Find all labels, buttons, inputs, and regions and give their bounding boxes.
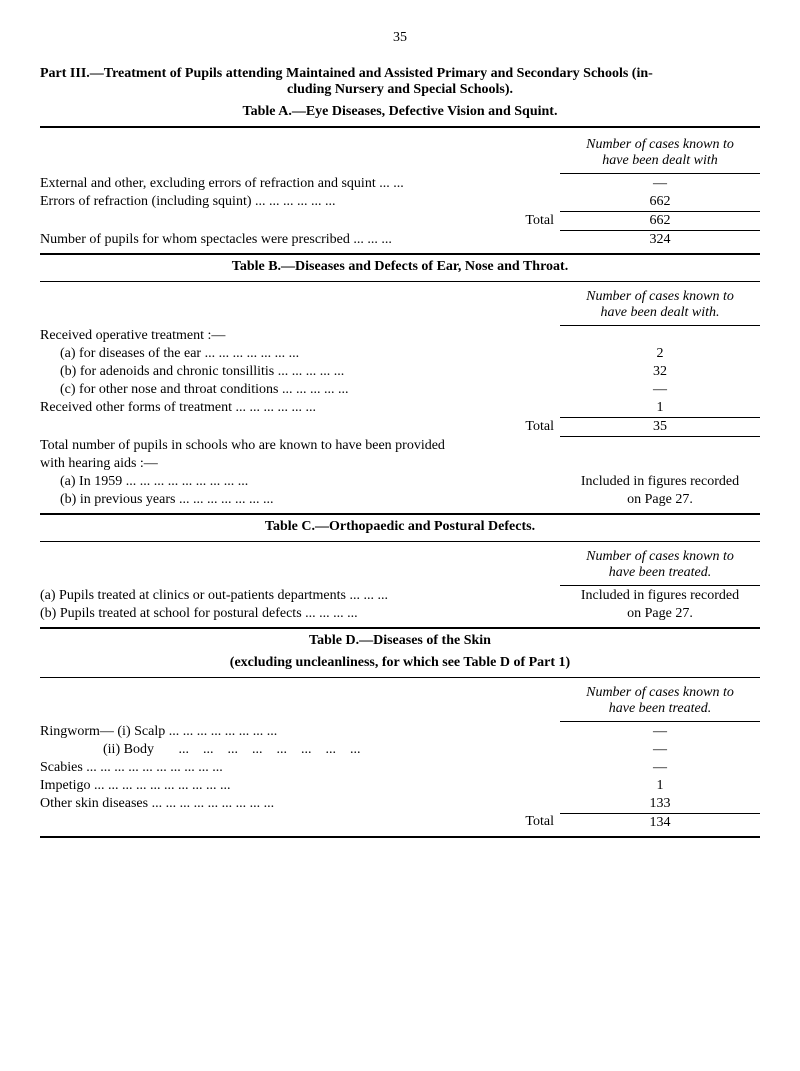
row-label: (b) Pupils treated at school for postura…	[40, 605, 560, 623]
col-head-1: Number of cases known to	[586, 549, 734, 564]
col-head: Number of cases known to have been dealt…	[560, 133, 760, 173]
col-head: Number of cases known to have been treat…	[560, 545, 760, 585]
total-value: 662	[560, 212, 760, 231]
row-label: (a) Pupils treated at clinics or out-pat…	[40, 587, 560, 605]
col-head-1: Number of cases known to	[586, 289, 734, 304]
rule	[40, 513, 760, 515]
row-label: Other skin diseases ... ... ... ... ... …	[40, 795, 560, 814]
row-label: (ii) Body ... ... ... ... ... ... ... ..…	[40, 741, 560, 759]
row-value: on Page 27.	[560, 605, 760, 623]
row-value: —	[560, 381, 760, 399]
row-label: Impetigo ... ... ... ... ... ... ... ...…	[40, 777, 560, 795]
row-value: 662	[560, 193, 760, 212]
part-heading: Part III.—Treatment of Pupils attending …	[40, 66, 760, 82]
row-value: —	[560, 741, 760, 759]
rule	[40, 627, 760, 629]
col-head-2: have been dealt with.	[601, 305, 720, 320]
row-label: External and other, excluding errors of …	[40, 175, 560, 193]
row-label: Errors of refraction (including squint) …	[40, 193, 560, 212]
table-b: Number of cases known to have been dealt…	[40, 284, 760, 509]
row-label: Total number of pupils in schools who ar…	[40, 437, 560, 455]
col-head-2: have been dealt with	[602, 153, 717, 168]
row-value: Included in figures recorded	[560, 473, 760, 491]
row-value: on Page 27.	[560, 491, 760, 509]
row-value: —	[560, 723, 760, 741]
row-label: Received other forms of treatment ... ..…	[40, 399, 560, 418]
col-head: Number of cases known to have been treat…	[560, 681, 760, 721]
total-label: Total	[40, 813, 560, 832]
rule	[40, 126, 760, 128]
row-label: Received operative treatment :—	[40, 327, 560, 345]
row-value: 324	[560, 231, 760, 250]
total-value: 35	[560, 418, 760, 437]
rule	[40, 253, 760, 255]
total-value: 134	[560, 813, 760, 832]
table-d-title1: Table D.—Diseases of the Skin	[40, 633, 760, 649]
total-label: Total	[40, 418, 560, 437]
table-b-title: Table B.—Diseases and Defects of Ear, No…	[40, 259, 760, 275]
row-value: 32	[560, 363, 760, 381]
table-a-title: Table A.—Eye Diseases, Defective Vision …	[40, 104, 760, 120]
row-value: 1	[560, 777, 760, 795]
row-label: (b) in previous years ... ... ... ... ..…	[40, 491, 560, 509]
row-label: (a) for diseases of the ear ... ... ... …	[40, 345, 560, 363]
row-label: Scabies ... ... ... ... ... ... ... ... …	[40, 759, 560, 777]
part-heading-line1: Part III.—Treatment of Pupils attending …	[40, 66, 653, 81]
col-head-1: Number of cases known to	[586, 137, 734, 152]
col-head: Number of cases known to have been dealt…	[560, 285, 760, 325]
table-d: Number of cases known to have been treat…	[40, 680, 760, 832]
row-value: 2	[560, 345, 760, 363]
row-value: Included in figures recorded	[560, 587, 760, 605]
rule	[40, 677, 760, 678]
row-value: —	[560, 175, 760, 193]
row-label: (c) for other nose and throat conditions…	[40, 381, 560, 399]
total-label: Total	[40, 212, 560, 231]
row-label: Ringworm— (i) Scalp ... ... ... ... ... …	[40, 723, 560, 741]
rule	[40, 541, 760, 542]
part-heading-line2: cluding Nursery and Special Schools).	[40, 82, 760, 98]
page-number: 35	[40, 30, 760, 46]
row-value: 133	[560, 795, 760, 814]
table-a: Number of cases known to have been dealt…	[40, 132, 760, 249]
row-value: 1	[560, 399, 760, 418]
col-head-1: Number of cases known to	[586, 685, 734, 700]
row-label: with hearing aids :—	[40, 455, 560, 473]
row-value: —	[560, 759, 760, 777]
col-head-2: have been treated.	[609, 701, 712, 716]
rule	[40, 836, 760, 838]
row-label: (b) for adenoids and chronic tonsillitis…	[40, 363, 560, 381]
rule	[40, 281, 760, 282]
row-label: (a) In 1959 ... ... ... ... ... ... ... …	[40, 473, 560, 491]
table-c: Number of cases known to have been treat…	[40, 544, 760, 623]
table-d-title2: (excluding uncleanliness, for which see …	[40, 655, 760, 671]
table-c-title: Table C.—Orthopaedic and Postural Defect…	[40, 519, 760, 535]
row-label: Number of pupils for whom spectacles wer…	[40, 231, 560, 250]
col-head-2: have been treated.	[609, 565, 712, 580]
